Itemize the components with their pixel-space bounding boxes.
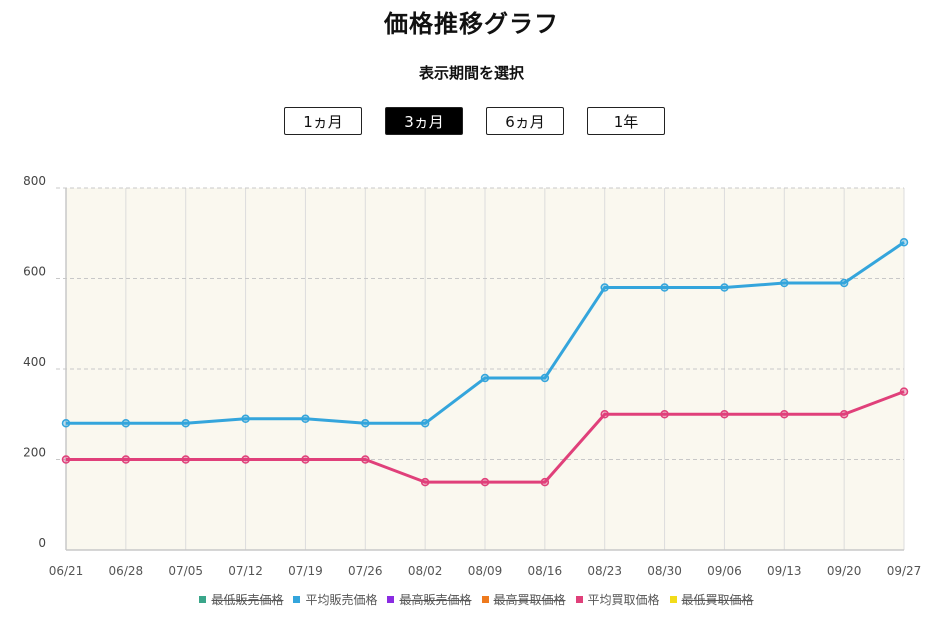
legend-label: 最低販売価格 [211,593,284,607]
data-point [301,414,310,424]
y-tick-label: 200 [23,446,46,460]
data-point [121,455,131,464]
data-point [480,477,490,487]
data-point [660,410,669,419]
data-point [540,477,550,487]
x-tick-label: 09/13 [767,564,802,578]
legend-item[interactable]: 最低買取価格 [669,591,754,608]
x-tick-label: 08/30 [647,564,682,578]
x-tick-label: 09/06 [707,564,742,578]
x-tick-label: 07/12 [228,564,263,578]
x-tick-label: 07/19 [288,564,323,578]
period-button-1-month[interactable]: 1ヵ月 [284,107,362,135]
data-point [181,419,190,428]
legend-swatch [199,596,207,603]
data-point [480,373,490,383]
legend-swatch [481,596,489,603]
data-point [660,283,669,292]
legend-label: 最高販売価格 [399,593,472,607]
data-point [420,477,430,487]
data-point [361,455,370,464]
x-tick-label: 09/27 [887,564,922,578]
data-point [839,410,849,419]
data-point [121,419,131,428]
chart-legend: 最低販売価格 平均販売価格 最高販売価格 最高買取価格 平均買取価格 最低買取価格 [0,591,943,608]
data-point [720,410,729,419]
x-tick-label: 08/09 [468,564,503,578]
data-point [241,455,250,464]
x-tick-label: 08/02 [408,564,443,578]
data-point [61,455,71,464]
legend-item[interactable]: 平均販売価格 [293,591,377,608]
data-point [241,414,250,424]
data-point [181,455,190,464]
data-point [780,410,789,419]
data-point [720,283,729,292]
legend-item[interactable]: 最高買取価格 [481,591,566,608]
y-tick-label: 800 [23,174,46,188]
x-tick-label: 06/21 [49,564,84,578]
period-button-1-year[interactable]: 1年 [587,107,665,135]
data-point [780,278,789,288]
legend-swatch [387,596,395,603]
x-tick-label: 07/05 [168,564,203,578]
legend-item[interactable]: 平均買取価格 [575,591,660,608]
data-point [361,419,370,428]
data-point [600,283,609,292]
x-tick-label: 06/28 [109,564,144,578]
legend-label: 平均買取価格 [587,593,660,607]
legend-swatch [575,596,583,603]
legend-item[interactable]: 最高販売価格 [387,591,472,608]
legend-label: 平均販売価格 [305,593,378,607]
data-point [899,387,909,396]
data-point [420,419,430,428]
period-selector: 1ヵ月 3ヵ月 6ヵ月 1年 [0,107,943,135]
data-point [301,455,310,464]
data-point [600,410,609,419]
data-point [839,278,849,288]
x-tick-label: 08/23 [587,564,622,578]
series-line [66,241,905,425]
legend-swatch [293,596,301,603]
y-tick-label: 0 [38,536,46,550]
period-selector-label: 表示期間を選択 [418,64,524,82]
data-point [899,238,909,247]
period-button-3-months[interactable]: 3ヵ月 [385,107,463,135]
x-tick-label: 07/26 [348,564,383,578]
series-line [66,390,905,484]
legend-label: 最低買取価格 [681,593,754,607]
legend-item[interactable]: 最低販売価格 [199,591,283,608]
page-title: 価格推移グラフ [384,10,559,38]
legend-label: 最高買取価格 [493,593,566,607]
x-tick-label: 09/20 [827,564,862,578]
y-tick-label: 600 [23,265,46,279]
legend-swatch [669,596,677,603]
x-tick-label: 08/16 [528,564,563,578]
period-button-6-months[interactable]: 6ヵ月 [486,107,564,135]
y-tick-label: 400 [23,355,46,369]
data-point [540,373,550,383]
data-point [61,419,71,428]
